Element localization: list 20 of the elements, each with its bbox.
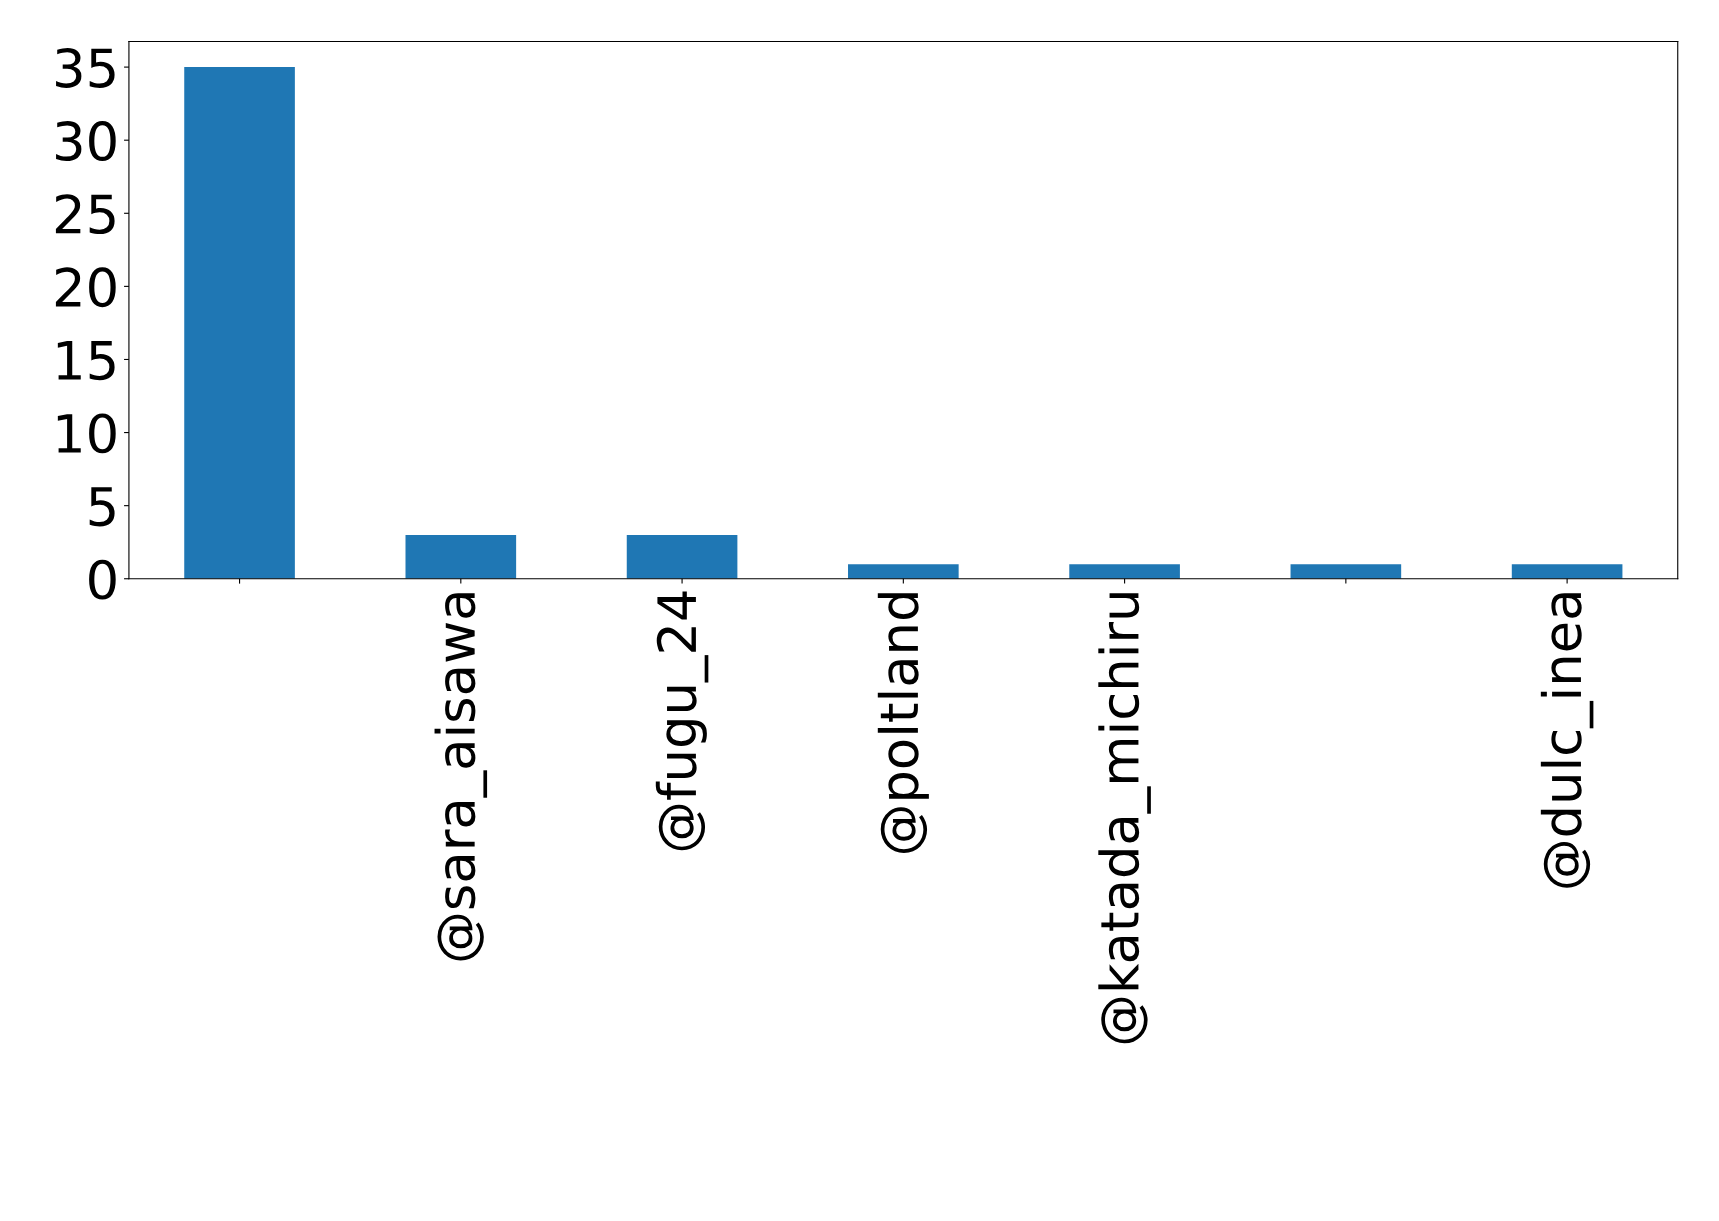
x-tick-label: @dulc_inea (1540, 593, 1594, 888)
y-tick-label: 20 (55, 267, 116, 308)
y-tick-label: 35 (56, 47, 115, 88)
bar (1290, 564, 1402, 579)
x-tick-label: @poltland (877, 593, 929, 853)
bar (848, 564, 959, 579)
x-tick-label: @fugu_24 (655, 591, 709, 851)
bar (1069, 564, 1180, 579)
y-tick-label: 30 (56, 121, 116, 161)
bar (184, 67, 295, 579)
bar (626, 534, 738, 579)
y-tick-label: 25 (55, 194, 115, 235)
y-tick-label: 5 (89, 487, 115, 527)
y-tick-label: 10 (57, 413, 116, 454)
y-tick-label: 0 (89, 559, 116, 600)
x-tick-label: @katada_michiru (1098, 593, 1151, 1044)
bar (1511, 564, 1623, 579)
bar (405, 534, 517, 579)
x-tick-label: @sara_aisawa (434, 593, 488, 961)
y-tick-label: 15 (57, 341, 115, 381)
